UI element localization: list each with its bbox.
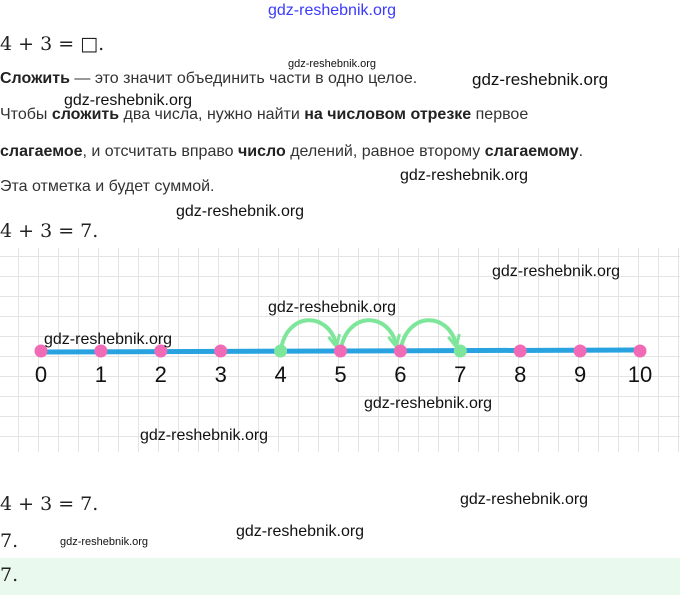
jump-arc: [278, 318, 339, 353]
point-5: [334, 344, 347, 358]
point-1: [94, 344, 108, 358]
bold-term: на числовом отрезке: [304, 106, 472, 123]
number-line: 0 1 2 3 4 5 6 7 8 9 10: [34, 318, 652, 387]
text-segment: Эта отметка и будет суммой.: [0, 178, 215, 195]
tick-label: 4: [274, 362, 286, 387]
paragraph: слагаемое, и отсчитать вправо число деле…: [0, 143, 583, 161]
task-equation: 4 + 3 = □.: [0, 33, 105, 55]
text-segment: первое: [471, 106, 529, 123]
tick-label: 10: [628, 362, 652, 387]
result-equation-2: 4 + 3 = 7.: [0, 493, 99, 515]
site-link[interactable]: gdz-reshebnik.org: [268, 2, 397, 19]
result-equation: 4 + 3 = 7.: [0, 220, 99, 242]
tick-label: 8: [514, 362, 526, 387]
watermark: gdz-reshebnik.org: [364, 395, 493, 412]
watermark: gdz-reshebnik.org: [236, 523, 365, 540]
point-9: [573, 344, 587, 358]
point-10: [633, 344, 647, 358]
watermark: gdz-reshebnik.org: [400, 167, 529, 184]
text-segment: — это значит объединить части в одно цел…: [69, 70, 418, 87]
watermark: gdz-reshebnik.org: [44, 331, 173, 348]
point-8: [513, 344, 527, 358]
watermark: gdz-reshebnik.org: [64, 92, 193, 109]
answer-box: 7.: [0, 558, 680, 595]
jump-arc: [338, 318, 399, 353]
tick-label: 5: [334, 362, 346, 387]
watermark: gdz-reshebnik.org: [472, 70, 609, 89]
point-4: [274, 344, 288, 358]
tick-label: 2: [155, 362, 167, 387]
point-0: [34, 344, 48, 358]
tick-label: 7: [454, 362, 466, 387]
text-segment: два числа, нужно найти: [119, 106, 305, 123]
tick-label: 0: [35, 362, 47, 387]
tick-label: 3: [215, 362, 227, 387]
text-segment: делений, равное второму: [285, 143, 485, 160]
point-6: [393, 344, 407, 358]
watermark: gdz-reshebnik.org: [176, 203, 305, 220]
watermark: gdz-reshebnik.org: [268, 299, 397, 316]
watermark: gdz-reshebnik.org: [460, 491, 589, 508]
text-segment: .: [578, 143, 584, 160]
answer-plain: 7.: [0, 530, 19, 552]
watermark: gdz-reshebnik.org: [288, 58, 377, 70]
tick-label: 9: [574, 362, 586, 387]
bold-term: сложить: [51, 106, 120, 123]
paragraph: Сложить — это значит объединить части в …: [0, 70, 417, 88]
jump-arc: [398, 318, 459, 353]
bold-term: число: [238, 143, 286, 160]
watermark: gdz-reshebnik.org: [60, 536, 149, 548]
point-2: [154, 344, 168, 358]
answer-value: 7.: [0, 564, 19, 586]
bold-term: слагаемому: [484, 143, 579, 160]
point-3: [214, 344, 228, 358]
tick-label: 6: [394, 362, 406, 387]
tick-label: 1: [95, 362, 107, 387]
watermark: gdz-reshebnik.org: [140, 427, 269, 444]
paragraph: Эта отметка и будет суммой.: [0, 178, 215, 196]
bold-term: слагаемое: [0, 143, 83, 160]
text-segment: Чтобы: [0, 106, 52, 123]
text-segment: , и отсчитать вправо: [82, 143, 239, 160]
paragraph: Чтобы сложить два числа, нужно найти на …: [0, 106, 528, 124]
bold-term: Сложить: [0, 70, 70, 87]
watermark: gdz-reshebnik.org: [492, 263, 621, 280]
point-7: [453, 344, 467, 358]
